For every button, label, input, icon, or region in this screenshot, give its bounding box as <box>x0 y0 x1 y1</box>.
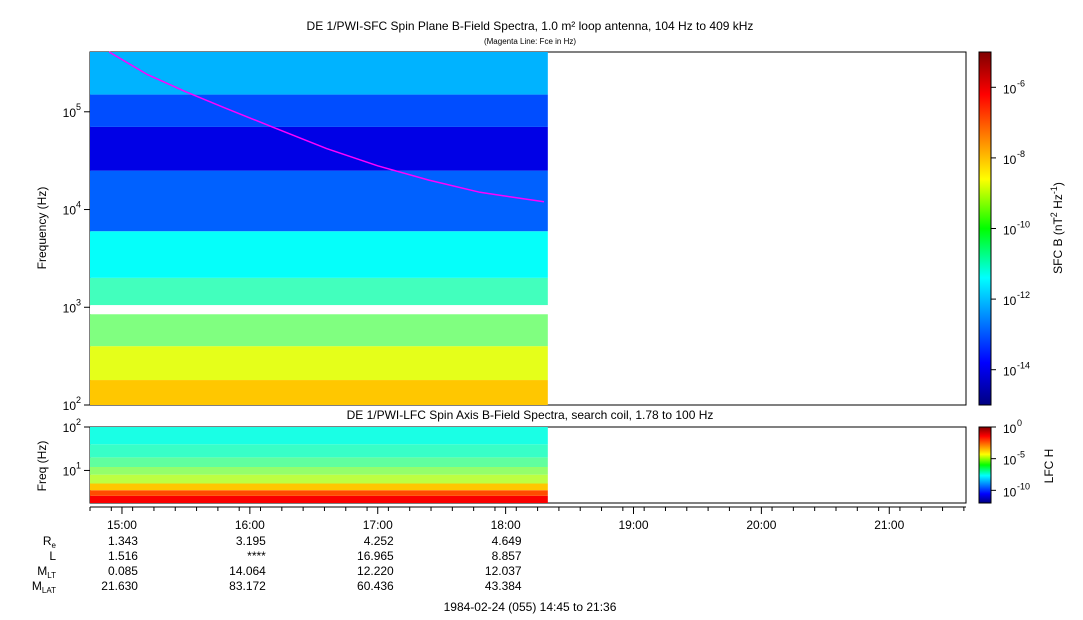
colorbar-tick-exponent: 0 <box>1017 418 1022 428</box>
y-tick-exponent: 2 <box>76 395 81 405</box>
time-tick-label: 21:00 <box>874 518 904 532</box>
spectrogram-band <box>90 466 548 475</box>
ephemeris-value: 83.172 <box>229 579 266 593</box>
top-colorbar-label: SFC B (nT2 Hz-1) <box>1049 182 1065 274</box>
y-tick-exponent: 5 <box>76 102 81 112</box>
ephemeris-row-label: MLAT <box>32 579 56 595</box>
time-tick-label: 19:00 <box>618 518 648 532</box>
ephemeris-value: 16.965 <box>357 549 394 563</box>
time-tick-label: 15:00 <box>107 518 137 532</box>
ephemeris-value: 4.252 <box>364 534 394 548</box>
spectrogram-band <box>90 314 548 347</box>
time-axis-ticks: 15:00 16:00 17:00 18:00 19:00 20:00 21:00 <box>89 507 965 532</box>
colorbar-tick-exponent: -5 <box>1017 450 1025 460</box>
colorbar-tick-label: 10 <box>1003 82 1017 96</box>
ephemeris-value: 12.037 <box>485 564 522 578</box>
ephemeris-value: 21.630 <box>101 579 138 593</box>
colorbar-tick-label: 10 <box>1003 294 1017 308</box>
ephemeris-value: 14.064 <box>229 564 266 578</box>
spectrogram-band <box>90 126 548 171</box>
spectrogram-band <box>90 380 548 405</box>
y-tick-label: 10 <box>63 106 77 120</box>
ephemeris-value: 3.195 <box>236 534 266 548</box>
colorbar-tick-exponent: -10 <box>1017 481 1030 491</box>
bottom-panel-title: DE 1/PWI-LFC Spin Axis B-Field Spectra, … <box>347 408 714 422</box>
time-tick-label: 18:00 <box>491 518 521 532</box>
spectrogram-band <box>90 52 548 95</box>
spectrogram-band <box>90 94 548 127</box>
top-panel-title: DE 1/PWI-SFC Spin Plane B-Field Spectra,… <box>307 19 754 33</box>
colorbar-tick-exponent: -8 <box>1017 149 1025 159</box>
spectrogram-band <box>90 474 548 484</box>
y-tick-exponent: 4 <box>76 200 81 210</box>
spectrogram-band <box>90 483 548 491</box>
ephemeris-value: **** <box>247 549 266 563</box>
y-tick-label: 10 <box>63 464 77 478</box>
colorbar-tick-exponent: -10 <box>1017 220 1030 230</box>
time-tick-label: 20:00 <box>746 518 776 532</box>
colorbar-tick-exponent: -12 <box>1017 290 1030 300</box>
top-spectrogram-bands <box>90 52 549 405</box>
footer-time-range: 1984-02-24 (055) 14:45 to 21:36 <box>444 600 617 614</box>
spectrogram-band <box>90 170 548 232</box>
spectrogram-band <box>90 231 548 278</box>
y-tick-exponent: 1 <box>76 460 81 470</box>
time-tick-label: 17:00 <box>363 518 393 532</box>
y-tick-exponent: 2 <box>76 417 81 427</box>
top-panel-subtitle: (Magenta Line: Fce in Hz) <box>484 37 576 46</box>
ephemeris-value: 4.649 <box>492 534 522 548</box>
y-tick-exponent: 3 <box>76 297 81 307</box>
y-tick-label: 10 <box>63 421 77 435</box>
ephemeris-table: Re 1.343 3.195 4.252 4.649 L 1.516 **** 16.965 8.… <box>32 534 522 595</box>
ephemeris-value: 12.220 <box>357 564 394 578</box>
top-colorbar-gradient <box>978 51 992 406</box>
colorbar-tick-label: 10 <box>1003 153 1017 167</box>
spectrogram-band <box>90 490 548 496</box>
bottom-colorbar-gradient <box>978 426 992 504</box>
colorbar-tick-label: 10 <box>1003 224 1017 238</box>
y-tick-label: 10 <box>63 301 77 315</box>
data-gap <box>90 305 549 315</box>
bottom-y-axis-label: Freq (Hz) <box>35 441 49 492</box>
colorbar-tick-label: 10 <box>1003 365 1017 379</box>
spectrogram-band <box>90 346 548 381</box>
ephemeris-value: 43.384 <box>485 579 522 593</box>
ephemeris-value: 1.343 <box>108 534 138 548</box>
y-tick-label: 10 <box>63 399 77 413</box>
bottom-spectrogram-bands <box>90 427 548 503</box>
ephemeris-row-label: L <box>49 549 56 563</box>
colorbar-tick-exponent: -6 <box>1017 78 1025 88</box>
fce-magenta-line <box>108 51 545 203</box>
time-tick-label: 16:00 <box>235 518 265 532</box>
colorbar-tick-exponent: -14 <box>1017 361 1030 371</box>
y-tick-label: 10 <box>63 204 77 218</box>
spectrogram-band <box>90 427 548 445</box>
ephemeris-value: 8.857 <box>492 549 522 563</box>
spectrogram-band <box>90 457 548 467</box>
ephemeris-value: 60.436 <box>357 579 394 593</box>
time-axis: 15:00 16:00 17:00 18:00 19:00 20:00 21:00 <box>89 506 966 532</box>
spectrogram-band <box>90 444 548 458</box>
ephemeris-row-label: MLT <box>37 564 56 580</box>
spectrogram-band <box>90 277 548 306</box>
colorbar-tick-label: 10 <box>1003 485 1017 499</box>
colorbar-tick-label: 10 <box>1003 454 1017 468</box>
colorbar-tick-label: 10 <box>1003 422 1017 436</box>
bottom-colorbar-label: LFC H <box>1042 449 1056 484</box>
spectrogram-band <box>90 495 548 503</box>
ephemeris-row-label: Re <box>43 534 57 550</box>
top-y-axis-label: Frequency (Hz) <box>35 187 49 270</box>
ephemeris-value: 0.085 <box>108 564 138 578</box>
ephemeris-value: 1.516 <box>108 549 138 563</box>
